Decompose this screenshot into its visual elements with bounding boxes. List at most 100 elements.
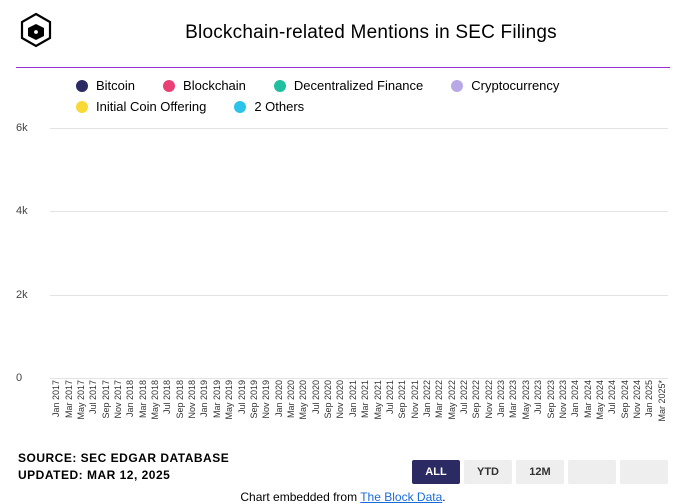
x-tick-label: May 2024 <box>595 380 605 420</box>
x-tick: Jan 2020 <box>272 380 284 448</box>
legend-swatch <box>234 101 246 113</box>
x-tick: Nov 2024 <box>631 380 643 448</box>
x-tick: May 2021 <box>371 380 383 448</box>
gridline <box>50 128 668 129</box>
x-tick-label: Jan 2024 <box>570 380 580 417</box>
range-button[interactable]: 12M <box>516 460 564 484</box>
legend-swatch <box>163 80 175 92</box>
stacked-bar-chart: 02k4k6k <box>50 128 668 378</box>
x-tick-label: Sep 2019 <box>249 380 259 419</box>
legend-item[interactable]: Initial Coin Offering <box>76 99 206 114</box>
x-tick: Sep 2020 <box>322 380 334 448</box>
legend-label: Bitcoin <box>96 78 135 93</box>
legend-label: Cryptocurrency <box>471 78 559 93</box>
legend-swatch <box>274 80 286 92</box>
legend-item[interactable]: Blockchain <box>163 78 246 93</box>
x-tick: Jan 2024 <box>569 380 581 448</box>
x-tick: May 2017 <box>75 380 87 448</box>
x-tick-label: Mar 2019 <box>212 380 222 418</box>
x-tick-label: Nov 2022 <box>484 380 494 419</box>
x-tick: Nov 2018 <box>186 380 198 448</box>
x-tick: Sep 2024 <box>619 380 631 448</box>
x-tick: Mar 2020 <box>285 380 297 448</box>
x-tick-label: Jul 2020 <box>311 380 321 414</box>
x-tick: Jul 2021 <box>384 380 396 448</box>
x-tick: Nov 2023 <box>557 380 569 448</box>
chart-title: Blockchain-related Mentions in SEC Filin… <box>72 22 670 44</box>
x-tick-label: Jan 2017 <box>51 380 61 417</box>
x-tick-label: Nov 2020 <box>335 380 345 419</box>
x-tick-label: Mar 2023 <box>508 380 518 418</box>
x-tick-label: May 2022 <box>447 380 457 420</box>
range-buttons: ALLYTD12M <box>412 460 668 484</box>
legend-swatch <box>76 80 88 92</box>
x-tick-label: Mar 2022 <box>434 380 444 418</box>
x-axis: Jan 2017Mar 2017May 2017Jul 2017Sep 2017… <box>50 380 668 448</box>
x-tick: Jan 2021 <box>347 380 359 448</box>
x-tick-label: Nov 2024 <box>632 380 642 419</box>
x-tick-label: Nov 2023 <box>558 380 568 419</box>
x-tick-label: Sep 2020 <box>323 380 333 419</box>
x-tick: Nov 2020 <box>334 380 346 448</box>
y-tick-label: 0 <box>16 372 22 384</box>
x-tick-label: Jul 2021 <box>385 380 395 414</box>
x-tick: Nov 2022 <box>483 380 495 448</box>
x-tick: Mar 2021 <box>359 380 371 448</box>
x-tick: Jan 2023 <box>495 380 507 448</box>
x-tick: Jan 2017 <box>50 380 62 448</box>
chart-legend: Bitcoin Blockchain Decentralized Finance Cr… <box>16 78 670 114</box>
embed-link[interactable]: The Block Data <box>360 490 442 504</box>
x-tick-label: Jan 2020 <box>274 380 284 417</box>
x-tick-label: Jan 2022 <box>422 380 432 417</box>
legend-label: Blockchain <box>183 78 246 93</box>
x-tick-label: Sep 2022 <box>471 380 481 419</box>
x-tick-label: May 2019 <box>224 380 234 420</box>
x-tick-label: Mar 2021 <box>360 380 370 418</box>
legend-item[interactable]: 2 Others <box>234 99 304 114</box>
range-button[interactable]: ALL <box>412 460 460 484</box>
x-tick-label: Jan 2021 <box>348 380 358 417</box>
x-tick: Jul 2018 <box>161 380 173 448</box>
x-tick: Mar 2017 <box>62 380 74 448</box>
x-tick: May 2020 <box>297 380 309 448</box>
x-tick-label: Mar 2017 <box>64 380 74 418</box>
range-button[interactable] <box>620 460 668 484</box>
gridline <box>50 211 668 212</box>
x-tick-label: Sep 2018 <box>175 380 185 419</box>
x-tick: May 2018 <box>149 380 161 448</box>
updated-line: UPDATED: MAR 12, 2025 <box>18 467 229 484</box>
legend-item[interactable]: Decentralized Finance <box>274 78 423 93</box>
y-tick-label: 4k <box>16 205 28 217</box>
x-tick: Jul 2019 <box>235 380 247 448</box>
x-tick: Mar 2019 <box>211 380 223 448</box>
legend-item[interactable]: Cryptocurrency <box>451 78 559 93</box>
x-tick-label: Jul 2017 <box>88 380 98 414</box>
x-tick: May 2022 <box>446 380 458 448</box>
x-tick: May 2024 <box>594 380 606 448</box>
x-tick: May 2023 <box>520 380 532 448</box>
x-tick: Mar 2018 <box>137 380 149 448</box>
x-tick: Sep 2017 <box>99 380 111 448</box>
x-tick-label: May 2018 <box>150 380 160 420</box>
legend-label: 2 Others <box>254 99 304 114</box>
y-tick-label: 2k <box>16 289 28 301</box>
legend-item[interactable]: Bitcoin <box>76 78 135 93</box>
x-tick-label: Jul 2018 <box>162 380 172 414</box>
x-tick-label: Nov 2019 <box>261 380 271 419</box>
x-tick-label: Jul 2022 <box>459 380 469 414</box>
divider <box>16 67 670 68</box>
x-tick: Sep 2021 <box>396 380 408 448</box>
x-tick-label: Sep 2021 <box>397 380 407 419</box>
x-tick-label: Jan 2019 <box>199 380 209 417</box>
range-button[interactable]: YTD <box>464 460 512 484</box>
x-tick-label: Mar 2024 <box>583 380 593 418</box>
x-tick: Jan 2018 <box>124 380 136 448</box>
x-tick: Jul 2020 <box>310 380 322 448</box>
gridline <box>50 378 668 379</box>
x-tick-label: May 2023 <box>521 380 531 420</box>
range-button[interactable] <box>568 460 616 484</box>
x-tick: Jul 2022 <box>458 380 470 448</box>
x-tick-label: Mar 2018 <box>138 380 148 418</box>
x-tick: Jul 2017 <box>87 380 99 448</box>
x-tick-label: Sep 2017 <box>101 380 111 419</box>
